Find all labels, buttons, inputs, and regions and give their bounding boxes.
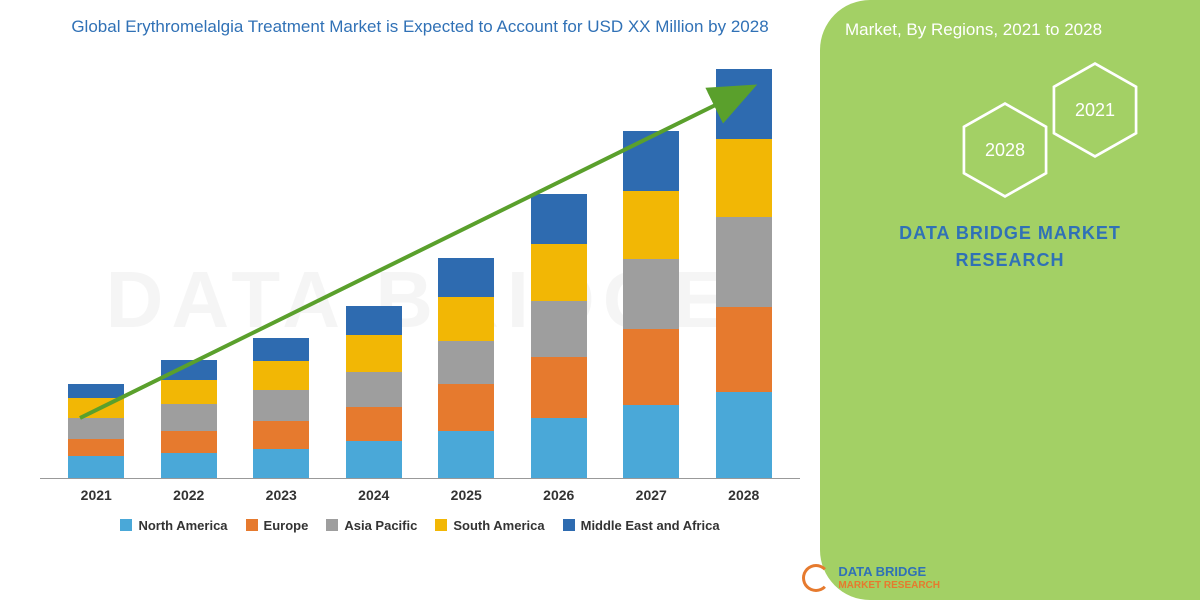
hex-2021-label: 2021: [1075, 100, 1115, 121]
stacked-bar: [623, 131, 679, 478]
bar-segment: [531, 418, 587, 478]
legend-label: Europe: [264, 518, 309, 533]
legend-swatch: [120, 519, 132, 531]
legend-swatch: [435, 519, 447, 531]
brand-text: DATA BRIDGE MARKET RESEARCH: [845, 220, 1175, 274]
bar-segment: [438, 384, 494, 431]
legend-item: Middle East and Africa: [563, 518, 720, 533]
bar-group: [611, 131, 691, 478]
footer-logo-main: DATA BRIDGE: [838, 565, 940, 579]
legend-item: Asia Pacific: [326, 518, 417, 533]
bar-group: [149, 360, 229, 478]
bar-segment: [161, 360, 217, 379]
bar-segment: [68, 456, 124, 477]
bar-segment: [716, 307, 772, 393]
legend-label: South America: [453, 518, 544, 533]
bar-segment: [623, 329, 679, 405]
bar-segment: [161, 431, 217, 452]
hex-badges: 2028 2021: [960, 60, 1160, 220]
legend-item: North America: [120, 518, 227, 533]
bar-segment: [253, 421, 309, 448]
bar-segment: [623, 259, 679, 329]
bar-segment: [531, 244, 587, 300]
bar-segment: [716, 217, 772, 306]
x-axis-label: 2027: [611, 487, 691, 503]
x-axis-labels: 2021 2022 2023 2024 2025 2026 2027 2028: [40, 479, 800, 503]
right-panel-title: Market, By Regions, 2021 to 2028: [845, 20, 1175, 40]
footer-logo-text: DATA BRIDGE MARKET RESEARCH: [838, 565, 940, 590]
brand-line1: DATA BRIDGE MARKET: [845, 220, 1175, 247]
bar-segment: [161, 453, 217, 478]
bar-segment: [253, 361, 309, 390]
brand-line2: RESEARCH: [845, 247, 1175, 274]
x-axis-label: 2028: [704, 487, 784, 503]
bar-segment: [716, 69, 772, 139]
bar-segment: [68, 418, 124, 439]
chart-title: Global Erythromelalgia Treatment Market …: [40, 15, 800, 39]
chart-area: [40, 49, 800, 479]
footer-logo: DATA BRIDGE MARKET RESEARCH: [802, 564, 940, 592]
stacked-bar: [253, 338, 309, 478]
bar-segment: [438, 258, 494, 297]
bar-segment: [716, 392, 772, 478]
bar-segment: [438, 341, 494, 385]
bar-segment: [346, 335, 402, 372]
right-panel: Market, By Regions, 2021 to 2028 2028 20…: [820, 0, 1200, 600]
bar-segment: [68, 398, 124, 417]
bar-segment: [253, 449, 309, 478]
stacked-bar: [346, 306, 402, 478]
bar-group: [519, 194, 599, 478]
stacked-bar: [716, 69, 772, 477]
chart-legend: North America Europe Asia Pacific South Ame…: [40, 518, 800, 533]
bar-segment: [68, 439, 124, 457]
bar-segment: [531, 357, 587, 417]
x-axis-label: 2021: [56, 487, 136, 503]
bar-group: [334, 306, 414, 478]
hex-2028: 2028: [960, 100, 1050, 200]
bar-segment: [438, 431, 494, 478]
bar-group: [241, 338, 321, 478]
stacked-bar: [68, 384, 124, 478]
bar-segment: [531, 301, 587, 357]
x-axis-label: 2023: [241, 487, 321, 503]
bar-segment: [716, 139, 772, 217]
bar-segment: [531, 194, 587, 245]
x-axis-label: 2024: [334, 487, 414, 503]
stacked-bar: [531, 194, 587, 478]
bar-segment: [68, 384, 124, 399]
legend-label: North America: [138, 518, 227, 533]
bar-segment: [438, 297, 494, 341]
bar-group: [56, 384, 136, 478]
hex-2028-label: 2028: [985, 140, 1025, 161]
bar-group: [426, 258, 506, 478]
bar-segment: [346, 306, 402, 335]
footer-logo-sub: MARKET RESEARCH: [838, 580, 940, 591]
footer-logo-icon: [802, 564, 830, 592]
legend-label: Asia Pacific: [344, 518, 417, 533]
x-axis-label: 2026: [519, 487, 599, 503]
bar-segment: [623, 191, 679, 259]
legend-swatch: [563, 519, 575, 531]
legend-label: Middle East and Africa: [581, 518, 720, 533]
hex-2021: 2021: [1050, 60, 1140, 160]
bar-segment: [161, 404, 217, 431]
stacked-bar: [438, 258, 494, 478]
legend-item: South America: [435, 518, 544, 533]
bar-segment: [346, 441, 402, 478]
x-axis-label: 2025: [426, 487, 506, 503]
bar-segment: [623, 131, 679, 191]
chart-panel: Global Erythromelalgia Treatment Market …: [0, 0, 820, 600]
bar-segment: [346, 372, 402, 407]
x-axis-label: 2022: [149, 487, 229, 503]
bar-segment: [253, 390, 309, 421]
bar-segment: [623, 405, 679, 478]
stacked-bar: [161, 360, 217, 478]
bar-segment: [161, 380, 217, 404]
bar-group: [704, 69, 784, 477]
legend-item: Europe: [246, 518, 309, 533]
legend-swatch: [246, 519, 258, 531]
legend-swatch: [326, 519, 338, 531]
bar-segment: [346, 407, 402, 441]
bar-segment: [253, 338, 309, 361]
